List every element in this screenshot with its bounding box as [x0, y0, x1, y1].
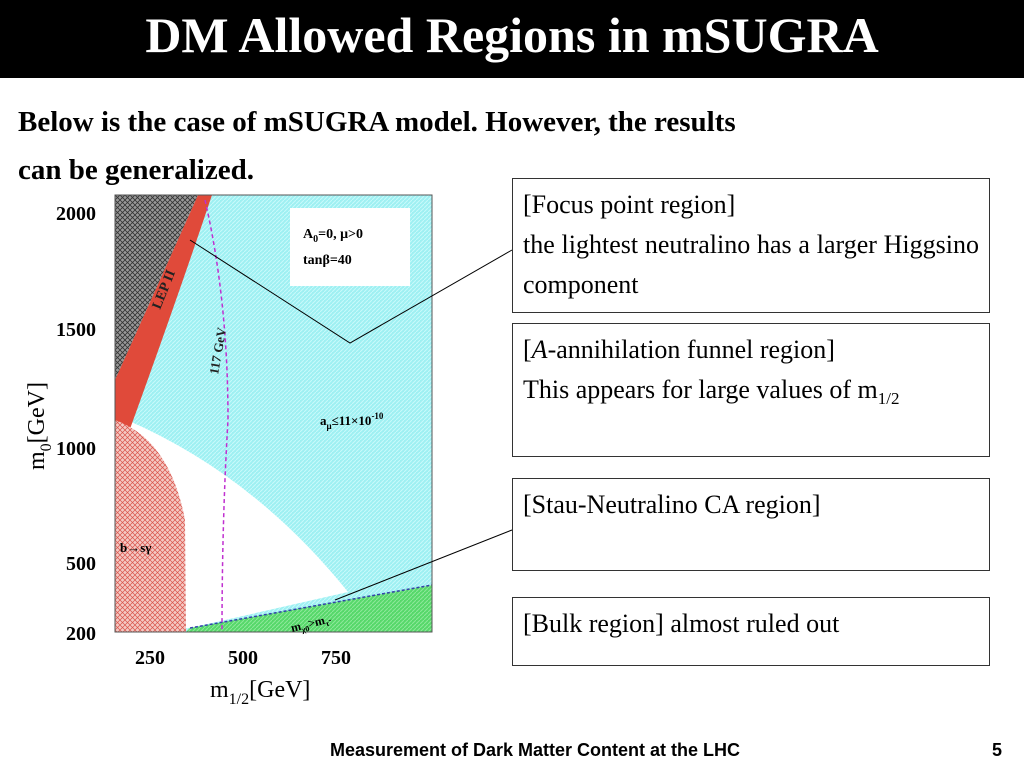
page-number: 5 — [992, 740, 1003, 760]
annotation: A0=0, μ>0 — [303, 227, 363, 245]
bsg-region — [115, 420, 186, 632]
intro-line: can be generalized. — [18, 154, 254, 186]
text: [ — [523, 335, 532, 364]
x-tick-label: 500 — [228, 647, 258, 669]
y-tick-label: 200 — [66, 623, 96, 645]
y-axis-label: m0[GeV] — [24, 382, 55, 470]
legend-box — [290, 208, 410, 286]
box-heading: [Stau-Neutralino CA region] — [523, 490, 821, 519]
y-tick-label: 2000 — [56, 203, 96, 225]
funnel-box: [A-annihilation funnel region] This appe… — [512, 323, 990, 457]
box-body: the lightest neutralino has a larger Hig… — [523, 230, 979, 299]
text: A — [531, 335, 548, 364]
focus-box: [Focus point region] the lightest neutra… — [512, 178, 990, 313]
box-heading: [Bulk region] — [523, 609, 664, 638]
intro-line: Below is the case of mSUGRA model. Howev… — [18, 106, 736, 138]
y-tick-label: 500 — [66, 553, 96, 575]
title-bar: DM Allowed Regions in mSUGRA — [0, 0, 1024, 78]
box-heading: [Focus point region] — [523, 190, 736, 219]
y-tick-label: 1500 — [56, 319, 96, 341]
x-axis-label: m1/2[GeV] — [210, 677, 310, 708]
annotation: aμ≤11×10-10 — [320, 411, 384, 431]
box-heading: [A-annihilation funnel region] — [523, 335, 835, 364]
bulk-box: [Bulk region] almost ruled out — [512, 597, 990, 666]
footer: Measurement of Dark Matter Content at th… — [329, 740, 741, 760]
charged-lsp-region — [115, 195, 198, 380]
figure: A0=0, μ>0 tanβ=40 LEP II 117 GeV aμ≤11×1… — [24, 194, 433, 708]
text: 1/2 — [877, 389, 900, 409]
annotation: mχ0>mτ̃ — [289, 611, 333, 637]
x-tick-label: 750 — [321, 647, 351, 669]
box-body: almost ruled out — [663, 609, 840, 638]
text: -annihilation funnel region] — [547, 335, 835, 364]
y-tick-label: 1000 — [56, 438, 96, 460]
title: DM Allowed Regions in mSUGRA — [145, 7, 879, 63]
annotation: tanβ=40 — [303, 253, 352, 268]
lep-region — [115, 195, 212, 470]
boundary — [189, 584, 433, 629]
box-body: This appears for large values of m1/2 — [523, 375, 899, 408]
plot-frame — [114, 194, 433, 633]
text: This appears for large values of m — [523, 375, 878, 404]
coann-box: [Stau-Neutralino CA region] — [512, 478, 990, 571]
x-tick-label: 250 — [135, 647, 165, 669]
annotation: b→sγ — [120, 540, 151, 555]
